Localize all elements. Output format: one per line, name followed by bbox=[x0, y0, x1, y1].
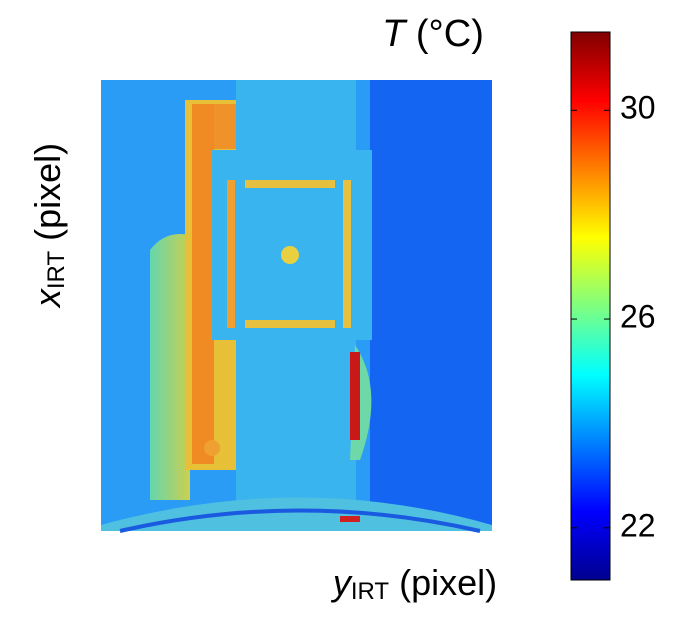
colorbar-title: T (°C) bbox=[382, 13, 484, 55]
thermal-image bbox=[101, 80, 492, 531]
colorbar: 22 26 30 bbox=[571, 32, 656, 580]
y-axis-label: xIRT (pixel) bbox=[27, 143, 71, 309]
x-axis-label: yIRT (pixel) bbox=[330, 562, 497, 606]
chart: T (°C) yIRT (pixel) xIRT (pixel) 22 26 30 bbox=[0, 0, 687, 616]
colorbar-tick-label: 30 bbox=[620, 90, 656, 126]
colorbar-tick-label: 22 bbox=[620, 507, 656, 543]
colorbar-tick-label: 26 bbox=[620, 299, 656, 335]
page: {"chart_data": {"type": "heatmap", "titl… bbox=[0, 0, 687, 616]
colorbar-gradient bbox=[571, 32, 610, 580]
